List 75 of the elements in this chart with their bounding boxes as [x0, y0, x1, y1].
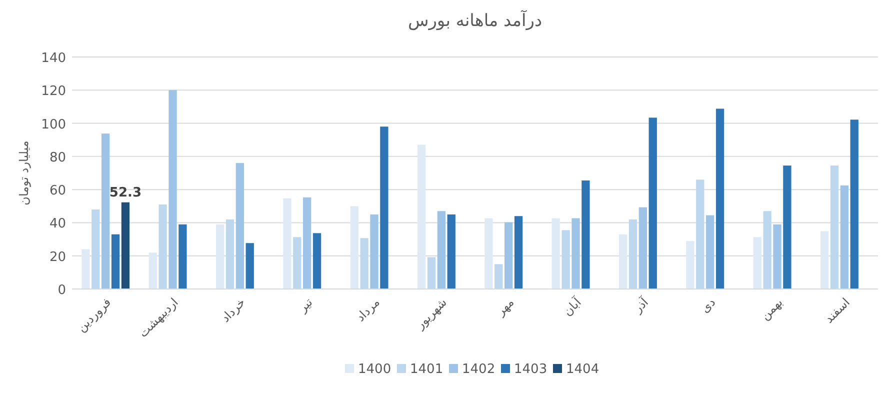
x-tick-label: فروردین [74, 295, 114, 335]
bar [447, 214, 456, 289]
bar [783, 166, 792, 289]
bar [484, 218, 493, 289]
bar [572, 218, 580, 289]
y-tick-label: 0 [58, 283, 66, 298]
bar [514, 216, 523, 289]
bar [102, 134, 110, 289]
bar [92, 209, 100, 289]
bar [226, 219, 234, 289]
bar [178, 224, 187, 289]
bar [360, 238, 368, 289]
bar [312, 233, 322, 289]
x-tick-label: آبان [560, 294, 584, 319]
bar [427, 257, 436, 289]
bar [504, 222, 513, 289]
bar [380, 126, 388, 289]
legend-label: 1404 [566, 362, 600, 377]
legend-label: 1402 [462, 362, 496, 377]
bar [696, 180, 704, 289]
x-tick-label: مهر [492, 295, 517, 319]
x-tick-label: خرداد [218, 295, 248, 325]
bar [370, 214, 378, 289]
legend-label: 1403 [514, 362, 548, 377]
x-tick-label: اسفند [822, 295, 853, 326]
bar [820, 231, 829, 289]
x-tick-label: مرداد [353, 295, 382, 324]
x-tick-label: بهمن [758, 295, 786, 323]
y-tick-label: 120 [41, 84, 66, 100]
x-tick-label: شهریور [412, 295, 450, 332]
bar [303, 197, 312, 289]
x-tick-label: آذر [629, 294, 652, 316]
data-label: 52.3 [109, 185, 142, 200]
bar [82, 249, 90, 289]
y-tick-label: 60 [49, 184, 66, 199]
bar [494, 264, 503, 289]
y-tick-label: 20 [49, 250, 66, 265]
y-tick-label: 80 [49, 150, 66, 166]
x-tick-label: اردیبهشت [136, 295, 181, 340]
chart-title: درآمد ماهانه بورس [408, 10, 542, 31]
bar [830, 166, 839, 289]
bar [246, 243, 254, 289]
bar [850, 120, 858, 289]
bar [283, 198, 292, 289]
bar [293, 237, 302, 289]
bar [706, 215, 714, 289]
bar [618, 234, 628, 289]
bar [350, 206, 358, 289]
bar [148, 252, 157, 289]
y-tick-label: 100 [41, 117, 66, 132]
bar [638, 207, 647, 289]
bar [562, 230, 570, 289]
y-axis-title: میلیارد تومان [17, 140, 31, 206]
y-tick-label: 140 [41, 51, 66, 66]
x-tick-label: دی [698, 295, 718, 316]
y-tick-label: 40 [49, 216, 66, 232]
bar [716, 108, 724, 289]
bar [216, 224, 224, 289]
bar [753, 237, 762, 289]
bar [763, 211, 772, 289]
x-tick-label: تیر [294, 295, 316, 316]
bar [417, 144, 426, 289]
bar [648, 118, 657, 289]
bar [158, 204, 167, 289]
bar [773, 224, 782, 289]
bar [168, 90, 177, 289]
bar [840, 185, 848, 289]
bar [686, 241, 694, 289]
bar [628, 219, 638, 289]
legend-label: 1400 [358, 362, 392, 377]
bar [437, 211, 446, 289]
legend-label: 1401 [410, 362, 444, 377]
bar [236, 163, 244, 289]
bar [552, 218, 560, 289]
bar [582, 180, 590, 289]
